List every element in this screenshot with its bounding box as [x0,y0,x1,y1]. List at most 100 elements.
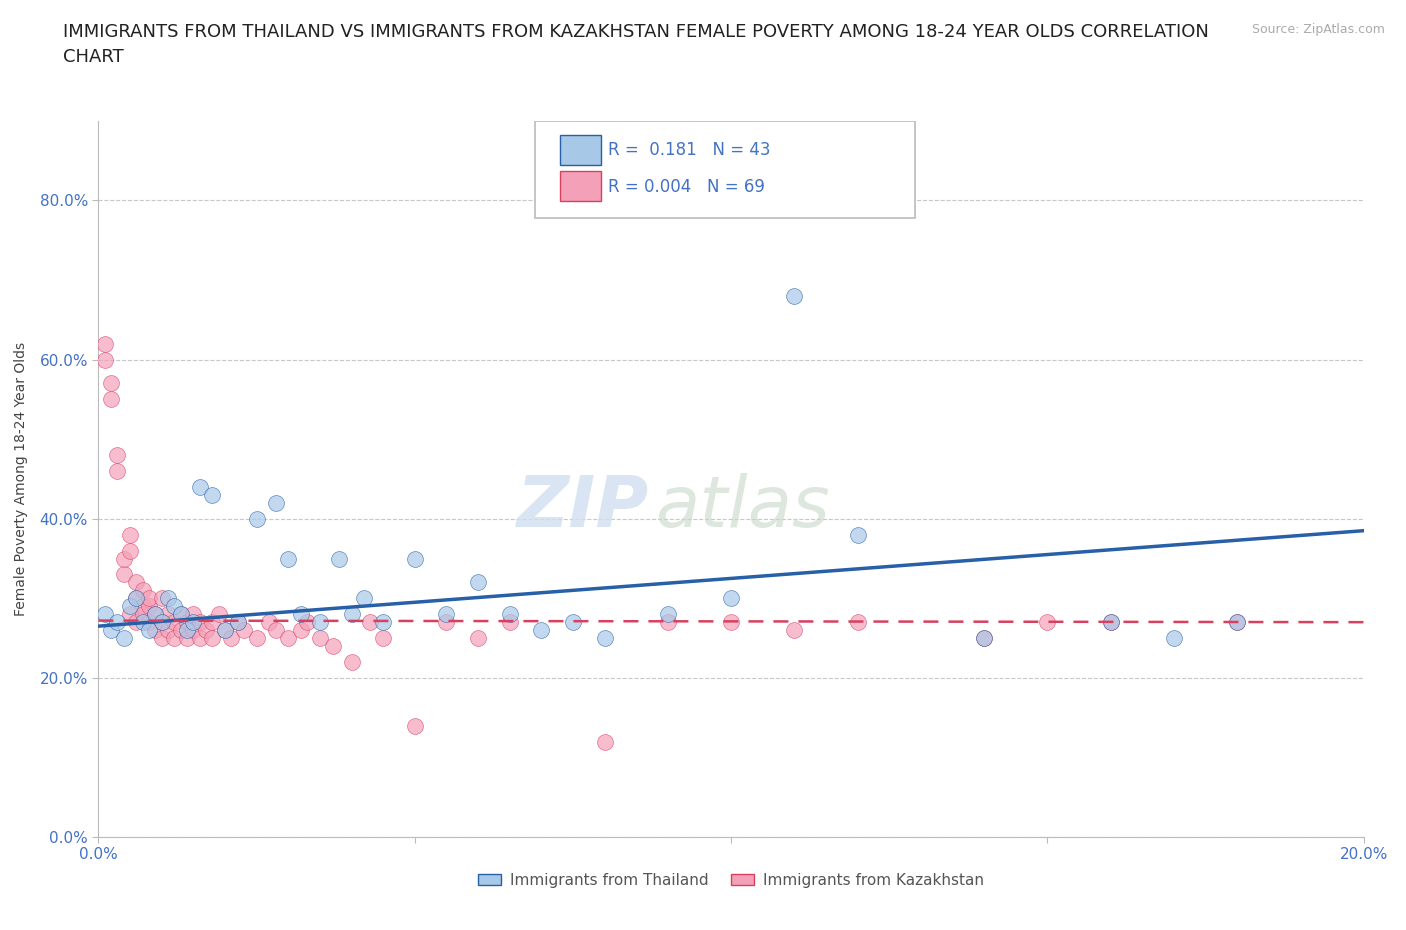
Point [169,623,191,638]
Point [467,631,489,645]
Point [783,623,806,638]
Point [467,575,489,590]
Point [150,615,173,630]
Point [404,718,426,733]
Point [498,606,520,621]
Point [297,615,319,630]
Text: R = 0.004   N = 69: R = 0.004 N = 69 [609,178,765,196]
Point [353,591,375,605]
Point [132,599,155,614]
Point [93,337,117,352]
Point [188,615,211,630]
Point [371,631,394,645]
Point [150,615,173,630]
Point [183,623,205,638]
Point [846,527,869,542]
Y-axis label: Female Poverty Among 18-24 Year Olds: Female Poverty Among 18-24 Year Olds [14,342,28,616]
Point [290,623,312,638]
FancyBboxPatch shape [560,135,600,166]
Point [264,496,287,511]
Point [657,606,679,621]
Point [783,288,806,303]
Point [328,551,350,566]
Point [371,615,394,630]
Point [340,655,363,670]
Point [169,606,191,621]
Point [1163,631,1185,645]
Point [183,606,205,621]
Point [201,615,224,630]
Point [1036,615,1059,630]
Point [214,623,236,638]
Point [157,591,180,605]
Point [233,623,256,638]
FancyBboxPatch shape [560,171,600,201]
Point [290,606,312,621]
Point [219,631,243,645]
Point [138,591,160,605]
Point [107,463,129,478]
Text: Source: ZipAtlas.com: Source: ZipAtlas.com [1251,23,1385,36]
Point [1226,615,1249,630]
FancyBboxPatch shape [534,121,914,218]
Point [657,615,679,630]
Point [340,606,363,621]
Point [226,615,249,630]
Point [194,623,218,638]
Point [321,639,344,654]
Point [973,631,995,645]
Point [593,734,616,749]
Point [138,623,160,638]
Point [846,615,869,630]
Point [176,631,198,645]
Point [259,615,281,630]
Point [145,606,166,621]
Point [100,623,122,638]
Text: ZIP: ZIP [516,473,648,542]
Point [93,352,117,367]
Point [1099,615,1122,630]
Point [107,447,129,462]
Point [1099,615,1122,630]
Point [720,615,742,630]
Point [163,615,186,630]
Point [125,591,148,605]
Point [120,543,141,558]
Text: IMMIGRANTS FROM THAILAND VS IMMIGRANTS FROM KAZAKHSTAN FEMALE POVERTY AMONG 18-2: IMMIGRANTS FROM THAILAND VS IMMIGRANTS F… [63,23,1209,66]
Point [226,615,249,630]
Point [125,575,148,590]
Point [150,591,173,605]
Point [163,599,186,614]
Point [169,606,191,621]
Point [93,606,117,621]
Point [309,615,332,630]
Point [208,606,231,621]
Point [277,551,299,566]
Point [201,631,224,645]
Point [561,615,585,630]
Point [188,480,211,495]
Point [246,512,269,526]
Point [973,631,995,645]
Point [214,623,236,638]
Point [145,623,166,638]
Point [107,615,129,630]
Point [201,487,224,502]
Point [720,591,742,605]
Point [1226,615,1249,630]
Point [138,615,160,630]
Point [277,631,299,645]
Point [150,631,173,645]
Point [120,606,141,621]
Point [530,623,553,638]
Point [125,591,148,605]
Point [120,599,141,614]
Point [176,623,198,638]
Point [246,631,269,645]
Point [157,606,180,621]
Point [593,631,616,645]
Point [112,567,135,582]
Point [132,606,155,621]
Point [112,551,135,566]
Point [138,599,160,614]
